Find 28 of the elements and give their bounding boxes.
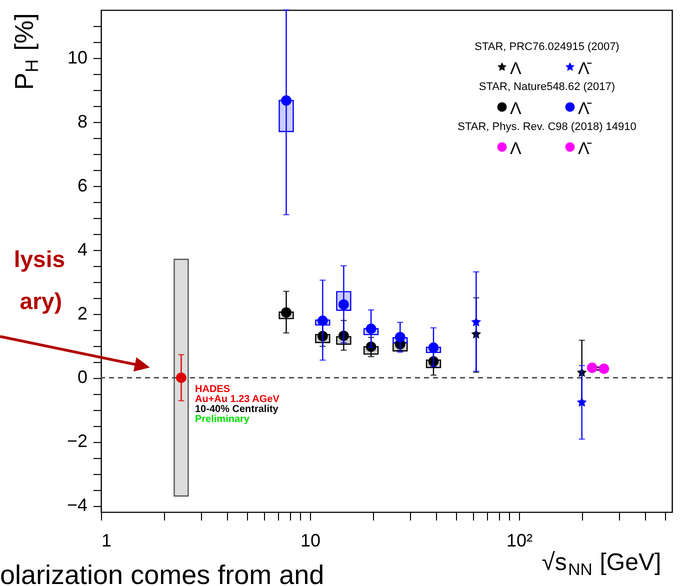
y-tick-label: −2 [66,431,88,452]
y-tick-label: 10 [67,47,88,68]
legend-label: Λ [510,99,522,118]
legend-label: Λ [510,59,522,78]
text: ary) [20,288,62,314]
text: lysis [14,246,65,272]
legend-label: Λ̄ [578,139,592,158]
legend-label: Λ̄ [578,99,592,118]
y-tick-label: 4 [77,239,88,260]
x-tick-label: 10 [300,530,320,550]
legend-label: Λ [510,139,522,158]
annotation: STAR, Nature548.62 (2017) [478,81,616,93]
y-tick-label: 8 [77,111,88,132]
x-tick-label: 1 [102,530,112,550]
annotation: Preliminary [195,414,250,425]
annotation: HADES [195,384,230,395]
y-tick-label: 6 [77,175,88,196]
y-tick-label: 0 [77,367,88,388]
annotation: Au+Au 1.23 AGeV [195,394,280,405]
annotation: STAR, Phys. Rev. C98 (2018) 14910 [458,121,636,133]
x-tick-label: 10² [506,530,532,550]
text: olarization comes from and [0,560,324,586]
annotation: STAR, PRC76.024915 (2007) [474,41,620,53]
y-axis-title: PH [%] [9,13,42,90]
y-tick-label: 2 [77,303,88,324]
annotation: 10-40% Centrality [195,404,279,415]
y-tick-label: −4 [66,495,88,516]
legend-label: Λ̄ [578,59,592,78]
